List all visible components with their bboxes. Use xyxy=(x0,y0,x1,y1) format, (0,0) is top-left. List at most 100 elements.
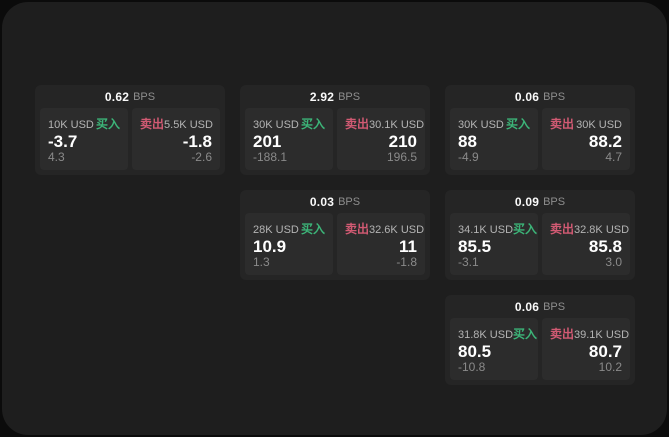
bps-value: 0.06 xyxy=(514,89,540,104)
buy-tile-header: 30K USD 买入 xyxy=(458,115,530,132)
quote-card: 0.09 BPS 34.1K USD 买入 85.5 -3.1 卖出 32.8K… xyxy=(445,190,635,280)
sell-delta: 4.7 xyxy=(605,150,622,164)
buy-tile[interactable]: 31.8K USD 买入 80.5 -10.8 xyxy=(450,318,538,380)
quote-card: 0.06 BPS 30K USD 买入 88 -4.9 卖出 30K USD 8… xyxy=(445,85,635,175)
card-header: 0.06 BPS xyxy=(445,85,635,108)
quote-tiles: 31.8K USD 买入 80.5 -10.8 卖出 39.1K USD 80.… xyxy=(450,318,630,380)
sell-delta: 3.0 xyxy=(605,255,622,269)
sell-tile-header: 卖出 30.1K USD xyxy=(345,115,424,132)
buy-amount: 10K USD xyxy=(48,119,94,131)
buy-price: 201 xyxy=(253,132,282,151)
quote-tiles: 10K USD 买入 -3.7 4.3 卖出 5.5K USD -1.8 -2.… xyxy=(40,108,220,170)
sell-tile-header: 卖出 39.1K USD xyxy=(550,325,629,342)
sell-tile-header: 卖出 32.6K USD xyxy=(345,220,424,237)
bps-unit-label: BPS xyxy=(338,195,361,208)
quote-cards-grid: 0.62 BPS 10K USD 买入 -3.7 4.3 卖出 5.5K USD… xyxy=(35,85,635,385)
sell-tile-header: 卖出 5.5K USD xyxy=(140,115,213,132)
bps-unit-label: BPS xyxy=(543,195,566,208)
sell-tile[interactable]: 卖出 39.1K USD 80.7 10.2 xyxy=(542,318,630,380)
sell-tile-header: 卖出 30K USD xyxy=(550,115,622,132)
quote-tiles: 30K USD 买入 201 -188.1 卖出 30.1K USD 210 1… xyxy=(245,108,425,170)
sell-amount: 30.1K USD xyxy=(369,119,425,131)
sell-amount: 30K USD xyxy=(576,119,622,131)
buy-tile[interactable]: 30K USD 买入 88 -4.9 xyxy=(450,108,538,170)
buy-price: 10.9 xyxy=(253,237,287,256)
quote-tiles: 28K USD 买入 10.9 1.3 卖出 32.6K USD 11 -1.8 xyxy=(245,213,425,275)
buy-amount: 30K USD xyxy=(458,119,504,131)
buy-delta: -4.9 xyxy=(458,150,479,164)
sell-amount: 5.5K USD xyxy=(164,119,213,131)
buy-amount: 30K USD xyxy=(253,119,299,131)
quote-card: 0.62 BPS 10K USD 买入 -3.7 4.3 卖出 5.5K USD… xyxy=(35,85,225,175)
sell-side-label: 卖出 xyxy=(550,117,575,131)
sell-side-label: 卖出 xyxy=(140,117,165,131)
buy-side-label: 买入 xyxy=(513,327,538,341)
sell-side-label: 卖出 xyxy=(550,327,575,341)
buy-delta: -10.8 xyxy=(458,360,486,374)
bps-unit-label: BPS xyxy=(543,300,566,313)
card-header: 0.06 BPS xyxy=(445,295,635,318)
sell-tile[interactable]: 卖出 32.8K USD 85.8 3.0 xyxy=(542,213,630,275)
sell-price: 88.2 xyxy=(588,132,622,151)
sell-price: 85.8 xyxy=(588,237,622,256)
buy-price: 85.5 xyxy=(458,237,492,256)
sell-side-label: 卖出 xyxy=(550,222,575,236)
bps-unit-label: BPS xyxy=(543,90,566,103)
bps-value: 2.92 xyxy=(309,89,335,104)
bps-value: 0.03 xyxy=(309,194,335,209)
buy-tile[interactable]: 34.1K USD 买入 85.5 -3.1 xyxy=(450,213,538,275)
buy-tile[interactable]: 28K USD 买入 10.9 1.3 xyxy=(245,213,333,275)
bps-value: 0.09 xyxy=(514,194,540,209)
buy-side-label: 买入 xyxy=(513,222,538,236)
quote-card: 0.06 BPS 31.8K USD 买入 80.5 -10.8 卖出 39.1… xyxy=(445,295,635,385)
buy-tile-header: 34.1K USD 买入 xyxy=(458,220,537,237)
card-header: 2.92 BPS xyxy=(240,85,430,108)
buy-delta: -188.1 xyxy=(253,150,288,164)
sell-tile[interactable]: 卖出 30K USD 88.2 4.7 xyxy=(542,108,630,170)
sell-side-label: 卖出 xyxy=(345,117,370,131)
buy-side-label: 买入 xyxy=(505,117,530,131)
bps-unit-label: BPS xyxy=(338,90,361,103)
quote-card: 2.92 BPS 30K USD 买入 201 -188.1 卖出 30.1K … xyxy=(240,85,430,175)
buy-amount: 31.8K USD xyxy=(458,329,514,341)
buy-side-label: 买入 xyxy=(300,117,325,131)
quote-tiles: 30K USD 买入 88 -4.9 卖出 30K USD 88.2 4.7 xyxy=(450,108,630,170)
card-header: 0.09 BPS xyxy=(445,190,635,213)
buy-tile[interactable]: 10K USD 买入 -3.7 4.3 xyxy=(40,108,128,170)
bps-unit-label: BPS xyxy=(133,90,156,103)
buy-amount: 28K USD xyxy=(253,224,299,236)
buy-tile-header: 31.8K USD 买入 xyxy=(458,325,537,342)
buy-amount: 34.1K USD xyxy=(458,224,514,236)
sell-tile-header: 卖出 32.8K USD xyxy=(550,220,629,237)
buy-price: 80.5 xyxy=(458,342,492,361)
bps-value: 0.06 xyxy=(514,299,540,314)
buy-tile-header: 30K USD 买入 xyxy=(253,115,325,132)
buy-tile-header: 10K USD 买入 xyxy=(48,115,120,132)
buy-tile-header: 28K USD 买入 xyxy=(253,220,325,237)
buy-side-label: 买入 xyxy=(300,222,325,236)
sell-tile[interactable]: 卖出 5.5K USD -1.8 -2.6 xyxy=(132,108,220,170)
buy-price: -3.7 xyxy=(48,132,78,151)
sell-delta: 10.2 xyxy=(598,360,622,374)
sell-amount: 32.6K USD xyxy=(369,224,425,236)
buy-delta: 4.3 xyxy=(48,150,65,164)
sell-tile[interactable]: 卖出 30.1K USD 210 196.5 xyxy=(337,108,425,170)
sell-side-label: 卖出 xyxy=(345,222,370,236)
buy-delta: -3.1 xyxy=(458,255,479,269)
sell-delta: -2.6 xyxy=(191,150,212,164)
buy-side-label: 买入 xyxy=(95,117,120,131)
quote-card: 0.03 BPS 28K USD 买入 10.9 1.3 卖出 32.6K US… xyxy=(240,190,430,280)
sell-price: -1.8 xyxy=(182,132,212,151)
sell-delta: 196.5 xyxy=(386,150,417,164)
sell-price: 11 xyxy=(399,237,417,256)
sell-amount: 32.8K USD xyxy=(574,224,630,236)
card-header: 0.03 BPS xyxy=(240,190,430,213)
sell-tile[interactable]: 卖出 32.6K USD 11 -1.8 xyxy=(337,213,425,275)
card-header: 0.62 BPS xyxy=(35,85,225,108)
buy-tile[interactable]: 30K USD 买入 201 -188.1 xyxy=(245,108,333,170)
sell-delta: -1.8 xyxy=(396,255,417,269)
buy-price: 88 xyxy=(458,132,477,151)
sell-price: 210 xyxy=(388,132,417,151)
